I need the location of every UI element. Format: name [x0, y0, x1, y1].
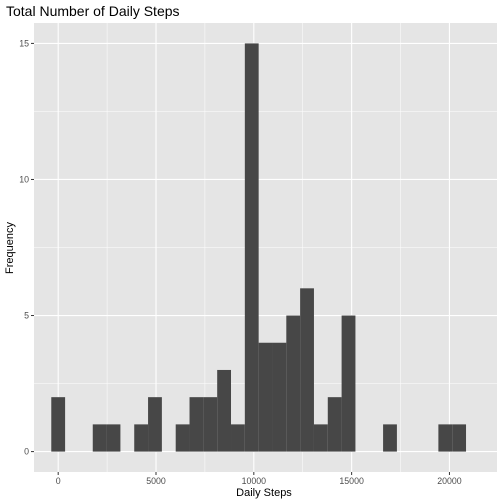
histogram-bar: [51, 397, 66, 452]
histogram-bar: [244, 43, 259, 452]
histogram-bar: [258, 342, 273, 452]
histogram-bar: [148, 397, 162, 452]
histogram-bar: [452, 424, 467, 452]
histogram-bars: [51, 43, 467, 452]
histogram-bar: [286, 315, 301, 452]
histogram-bar: [272, 342, 287, 452]
y-tick-label: 0: [24, 447, 29, 457]
histogram-bar: [189, 397, 204, 452]
histogram-bar: [383, 424, 397, 452]
y-tick-label: 5: [24, 311, 29, 321]
x-tick-label: 20000: [437, 476, 462, 486]
histogram-bar: [300, 288, 314, 452]
x-tick-label: 15000: [339, 476, 364, 486]
histogram-bar: [231, 424, 245, 452]
histogram-bar: [327, 397, 342, 452]
histogram-bar: [217, 369, 232, 452]
histogram-bar: [134, 424, 149, 452]
axes: 0 5000 10000 15000 20000 0 5 10 15: [19, 38, 462, 486]
x-axis-title: Daily Steps: [236, 487, 292, 499]
histogram-bar: [106, 424, 121, 452]
histogram-bar: [92, 424, 107, 452]
chart-title: Total Number of Daily Steps: [6, 3, 180, 19]
histogram-bar: [203, 397, 218, 452]
x-tick-label: 5000: [146, 476, 166, 486]
y-axis-title: Frequency: [4, 222, 16, 274]
x-tick-label: 0: [56, 476, 61, 486]
histogram-bar: [341, 315, 356, 452]
histogram-bar: [438, 424, 453, 452]
y-tick-label: 15: [19, 38, 29, 48]
x-tick-label: 10000: [242, 476, 267, 486]
y-tick-label: 10: [19, 174, 29, 184]
histogram-bar: [313, 424, 328, 452]
histogram-bar: [175, 424, 190, 452]
